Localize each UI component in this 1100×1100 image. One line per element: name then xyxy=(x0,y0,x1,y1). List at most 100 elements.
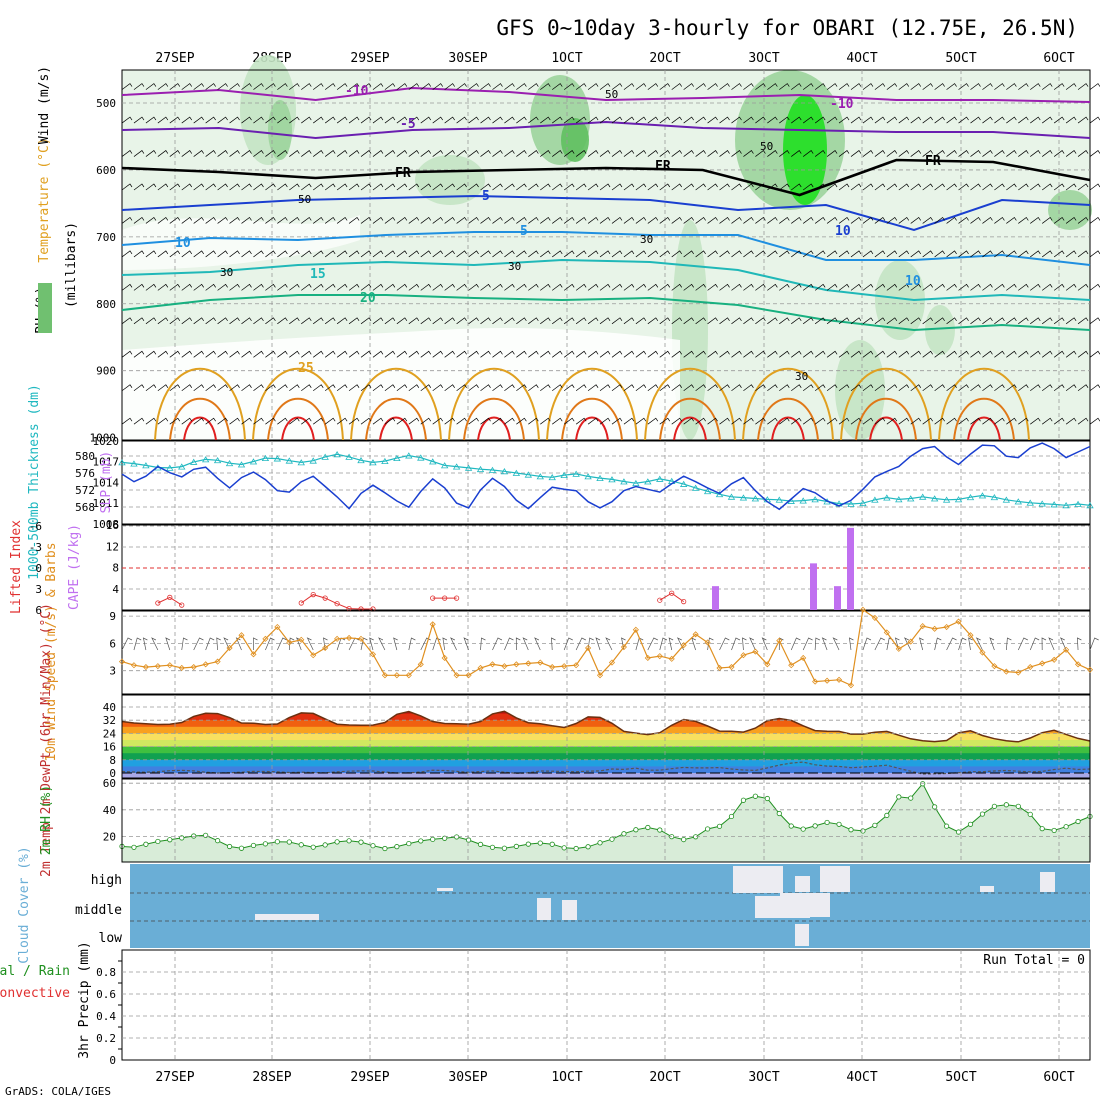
isotherm-30 xyxy=(855,397,917,441)
wind-barb xyxy=(814,350,826,358)
rh-point xyxy=(932,804,938,810)
thickness-point xyxy=(679,480,688,487)
wind-barb xyxy=(372,384,384,392)
wind-barb xyxy=(504,317,515,325)
wind-barb xyxy=(313,250,324,258)
wind-barb xyxy=(922,116,933,124)
wind-barb xyxy=(324,150,336,157)
rh-point xyxy=(716,823,723,829)
wind-speed-point xyxy=(1051,656,1058,663)
bottom-date-label: 5OCT xyxy=(945,1070,976,1085)
wind-barb xyxy=(767,283,778,291)
rh-point xyxy=(454,834,460,840)
wind-barb xyxy=(707,417,718,425)
wind-barb xyxy=(922,317,933,325)
wind-barb xyxy=(301,350,312,358)
wind-barb xyxy=(205,216,216,224)
wind-speed-point xyxy=(1015,669,1022,676)
isotherm-35 xyxy=(183,416,217,441)
wind-barb xyxy=(982,317,993,325)
wind-barb xyxy=(324,183,336,191)
wind-speed-point xyxy=(895,645,902,652)
rh-point xyxy=(226,843,233,850)
wind-barb xyxy=(623,150,635,157)
surface-wind-barb xyxy=(862,637,872,651)
wind-barb xyxy=(265,116,276,124)
wind-barb xyxy=(552,183,563,191)
wind-barb xyxy=(707,150,718,157)
wind-barb xyxy=(169,417,181,425)
wind-speed-point xyxy=(178,664,185,672)
wind-barb xyxy=(707,183,718,191)
wind-barb xyxy=(372,216,384,224)
wind-speed-point xyxy=(883,629,890,636)
wind-barb xyxy=(253,216,264,224)
wind-barb xyxy=(444,317,455,325)
wind-barb xyxy=(372,150,384,157)
wind-barb xyxy=(540,417,551,425)
rh-point xyxy=(274,839,280,845)
wind-barb xyxy=(169,183,181,191)
wind-speed-point xyxy=(752,648,759,655)
lifted-index-point xyxy=(454,595,460,601)
wind-barb xyxy=(826,283,838,291)
wind-barb xyxy=(791,350,802,358)
wind-barb xyxy=(623,384,635,392)
wind-barb xyxy=(420,150,432,157)
surface-wind-barb xyxy=(142,637,148,651)
wind-barb xyxy=(934,116,945,124)
lifted-index-point xyxy=(430,595,436,601)
wind-speed-point xyxy=(286,639,293,646)
wind-barb xyxy=(599,417,611,425)
wind-barb xyxy=(623,116,635,124)
wind-barb xyxy=(886,116,898,124)
wind-barb xyxy=(779,350,790,358)
wind-barb xyxy=(659,317,671,325)
rh-point xyxy=(645,824,651,831)
wind-barb xyxy=(324,384,336,392)
wind-barb xyxy=(516,317,527,325)
wind-barb xyxy=(802,216,814,224)
wind-barb xyxy=(719,384,730,392)
contour-label: 15 xyxy=(310,267,326,282)
wind-barb xyxy=(563,350,575,358)
wind-barb xyxy=(814,116,826,124)
wind-barb xyxy=(277,150,288,157)
wind-barb xyxy=(719,250,730,258)
wind-barb xyxy=(480,183,491,191)
isotherm-25 xyxy=(154,367,246,441)
wind-barb xyxy=(504,417,515,425)
wind-barb xyxy=(862,183,874,191)
wind-barb xyxy=(456,250,467,258)
wind-barb xyxy=(1077,83,1089,90)
li-tick: 0 xyxy=(35,562,42,575)
wind-barb xyxy=(719,183,730,191)
wind-barb xyxy=(862,83,874,90)
wind-barb xyxy=(982,417,993,425)
wind-barb xyxy=(707,83,718,90)
rh-contour-label: 30 xyxy=(640,233,653,246)
wind-barb xyxy=(384,283,396,291)
wind-barb xyxy=(408,283,420,291)
wind-barb xyxy=(432,83,444,90)
wind-barb xyxy=(850,216,862,224)
cape-axis-label: CAPE (J/kg) xyxy=(67,524,82,610)
wind-barb xyxy=(492,350,503,358)
wind-barb xyxy=(348,384,360,392)
lifted-index-point xyxy=(442,595,448,601)
wind-barb xyxy=(874,150,886,157)
wind-barb xyxy=(408,150,420,157)
thickness-point xyxy=(548,473,556,481)
wind-barb xyxy=(241,417,252,425)
contour-label: 5 xyxy=(520,224,528,239)
wind-barb xyxy=(850,250,862,258)
wind-barb xyxy=(492,216,503,224)
wind-barb xyxy=(1030,116,1041,124)
wind-barb xyxy=(659,384,671,392)
wind-barb xyxy=(982,83,993,90)
wind-barb xyxy=(671,150,683,157)
rh-point xyxy=(418,838,424,844)
wind-barb xyxy=(1041,350,1053,358)
wind-speed-point xyxy=(489,661,496,668)
wind-speed-point xyxy=(1027,663,1034,671)
